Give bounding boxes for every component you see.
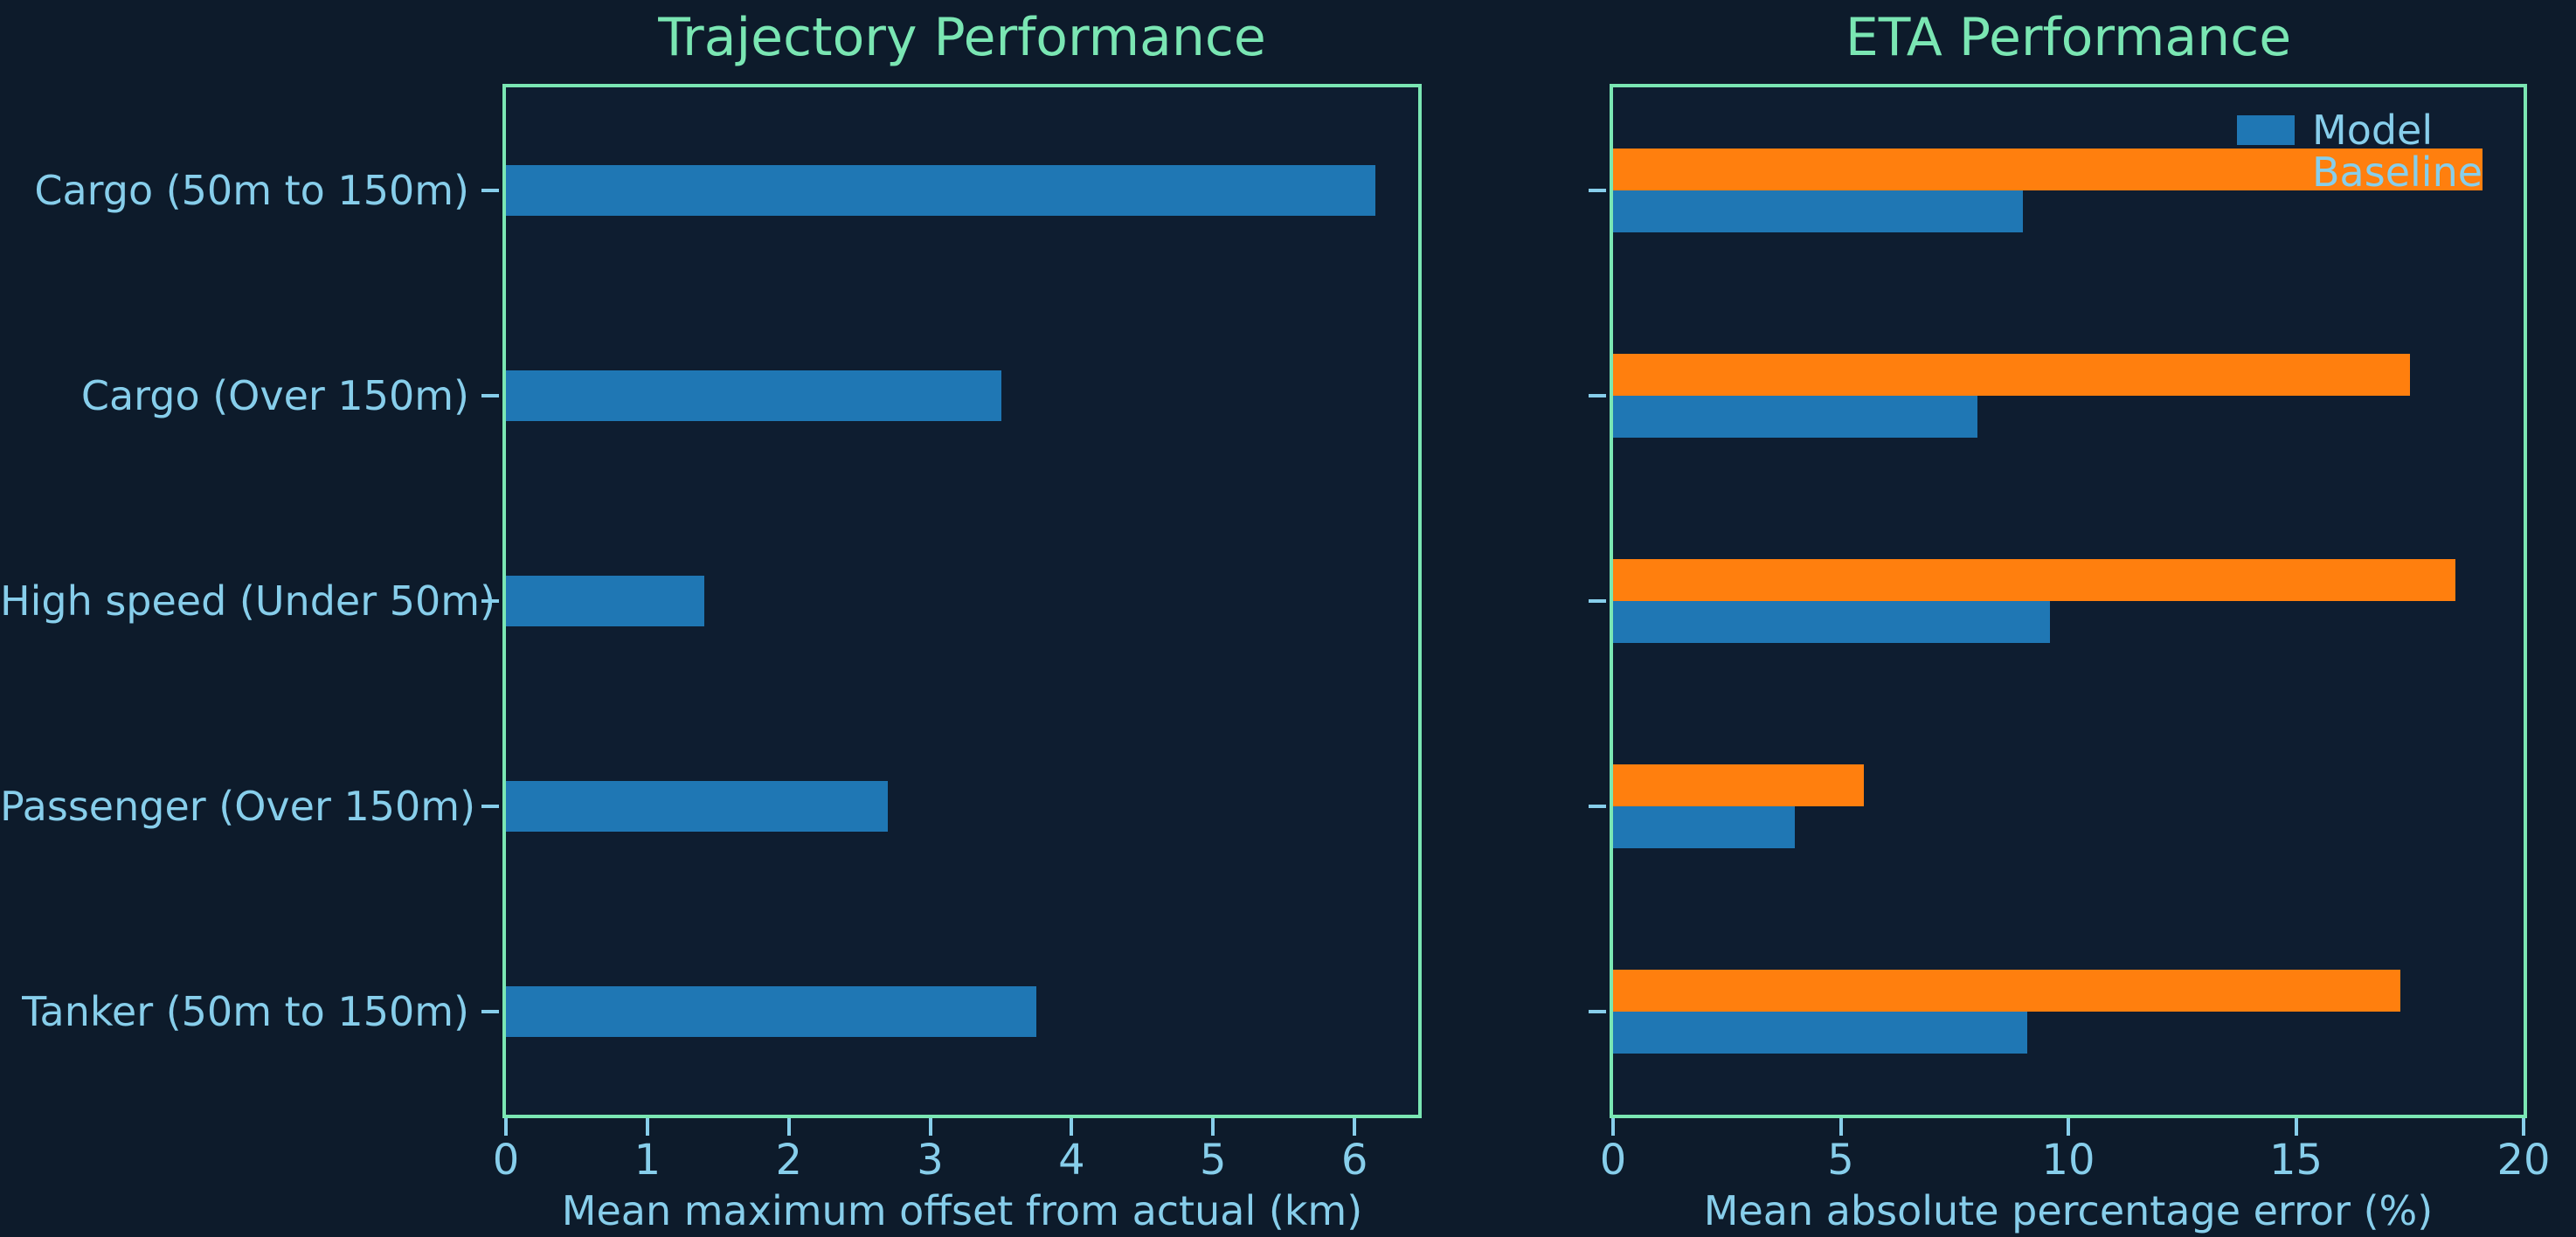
- bar-model: [1613, 601, 2051, 643]
- bar-baseline: [1613, 353, 2410, 396]
- x-tick-mark: [2522, 1118, 2525, 1136]
- x-tick-mark: [1353, 1118, 1357, 1136]
- y-tick-label: High speed (Under 50m): [0, 577, 496, 625]
- y-tick-mark: [1589, 1010, 1606, 1014]
- bar-model: [506, 576, 704, 626]
- x-tick-label: 20: [2496, 1136, 2551, 1185]
- x-tick-mark: [786, 1118, 791, 1136]
- y-tick-label: Passenger (Over 150m): [0, 783, 476, 831]
- legend-swatch-model: [2237, 115, 2295, 145]
- x-tick-label: 0: [1599, 1136, 1627, 1185]
- y-tick-mark: [481, 393, 499, 397]
- eta-performance-axes: Model Baseline: [1610, 84, 2527, 1118]
- x-tick-label: 5: [1200, 1136, 1227, 1185]
- x-tick-mark: [2067, 1118, 2070, 1136]
- x-tick-mark: [1070, 1118, 1074, 1136]
- y-tick-mark: [1589, 599, 1606, 603]
- x-tick-label: 10: [2041, 1136, 2095, 1185]
- bar-model: [506, 986, 1036, 1038]
- legend: Model Baseline: [1613, 87, 2524, 227]
- bar-model: [1613, 395, 1977, 438]
- x-tick-label: 15: [2268, 1136, 2323, 1185]
- right-chart-title: ETA Performance: [1845, 7, 2292, 68]
- bar-model: [506, 781, 889, 833]
- x-tick-mark: [1839, 1118, 1843, 1136]
- bar-model: [1613, 806, 1796, 849]
- x-tick-label: 5: [1827, 1136, 1854, 1185]
- bar-model: [1613, 190, 2023, 232]
- y-tick-mark: [481, 599, 499, 603]
- x-tick-label: 4: [1058, 1136, 1085, 1185]
- y-tick-mark: [481, 1010, 499, 1014]
- x-tick-label: 3: [917, 1136, 944, 1185]
- y-tick-mark: [481, 805, 499, 809]
- x-tick-mark: [504, 1118, 508, 1136]
- bar-baseline: [1613, 559, 2455, 601]
- bar-baseline: [1613, 970, 2401, 1012]
- legend-label-baseline: Baseline: [2312, 149, 2483, 196]
- y-tick-label: Cargo (50m to 150m): [34, 166, 469, 214]
- x-tick-label: 1: [634, 1136, 661, 1185]
- y-tick-mark: [1589, 393, 1606, 397]
- x-tick-label: 6: [1340, 1136, 1368, 1185]
- y-tick-label: Tanker (50m to 150m): [22, 988, 469, 1036]
- bar-model: [506, 370, 1001, 421]
- x-tick-label: 0: [492, 1136, 520, 1185]
- x-tick-mark: [1211, 1118, 1215, 1136]
- y-tick-mark: [1589, 188, 1606, 192]
- y-tick-mark: [1589, 805, 1606, 809]
- y-tick-mark: [481, 188, 499, 192]
- x-tick-label: 2: [775, 1136, 802, 1185]
- x-tick-mark: [2294, 1118, 2298, 1136]
- legend-swatch-baseline: [2237, 157, 2295, 187]
- y-tick-label: Cargo (Over 150m): [80, 371, 469, 419]
- left-chart-title: Trajectory Performance: [658, 7, 1266, 68]
- x-tick-mark: [928, 1118, 932, 1136]
- legend-label-model: Model: [2312, 107, 2434, 154]
- x-tick-mark: [1611, 1118, 1615, 1136]
- bar-baseline: [1613, 764, 1864, 807]
- right-x-axis-label: Mean absolute percentage error (%): [1703, 1187, 2434, 1234]
- left-x-axis-label: Mean maximum offset from actual (km): [561, 1187, 1363, 1234]
- x-tick-mark: [645, 1118, 649, 1136]
- bar-model: [1613, 1012, 2028, 1054]
- bar-baseline: [1613, 148, 2483, 190]
- bar-model: [506, 164, 1376, 216]
- trajectory-performance-axes: [502, 84, 1422, 1118]
